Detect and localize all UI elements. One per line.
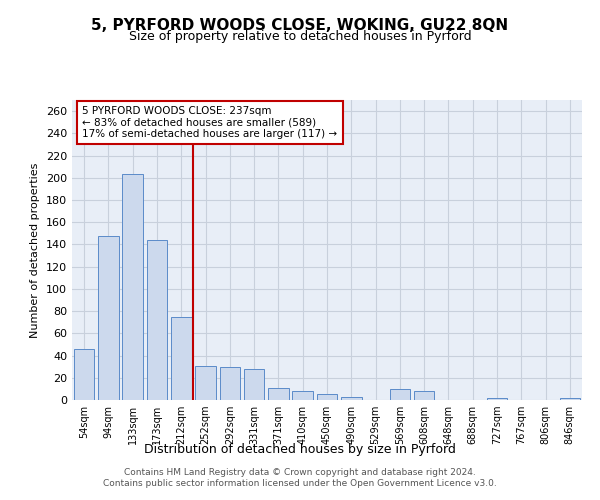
Text: 5, PYRFORD WOODS CLOSE, WOKING, GU22 8QN: 5, PYRFORD WOODS CLOSE, WOKING, GU22 8QN: [91, 18, 509, 32]
Bar: [195, 366, 216, 400]
Bar: [146, 240, 167, 400]
Text: Distribution of detached houses by size in Pyrford: Distribution of detached houses by size …: [144, 442, 456, 456]
Bar: [341, 396, 362, 400]
Bar: [171, 316, 191, 400]
Bar: [220, 366, 240, 400]
Text: Size of property relative to detached houses in Pyrford: Size of property relative to detached ho…: [128, 30, 472, 43]
Text: Contains HM Land Registry data © Crown copyright and database right 2024.
Contai: Contains HM Land Registry data © Crown c…: [103, 468, 497, 487]
Y-axis label: Number of detached properties: Number of detached properties: [31, 162, 40, 338]
Bar: [74, 349, 94, 400]
Text: 5 PYRFORD WOODS CLOSE: 237sqm
← 83% of detached houses are smaller (589)
17% of : 5 PYRFORD WOODS CLOSE: 237sqm ← 83% of d…: [82, 106, 337, 139]
Bar: [292, 391, 313, 400]
Bar: [244, 369, 265, 400]
Bar: [487, 398, 508, 400]
Bar: [389, 389, 410, 400]
Bar: [414, 391, 434, 400]
Bar: [268, 388, 289, 400]
Bar: [122, 174, 143, 400]
Bar: [98, 236, 119, 400]
Bar: [317, 394, 337, 400]
Bar: [560, 398, 580, 400]
